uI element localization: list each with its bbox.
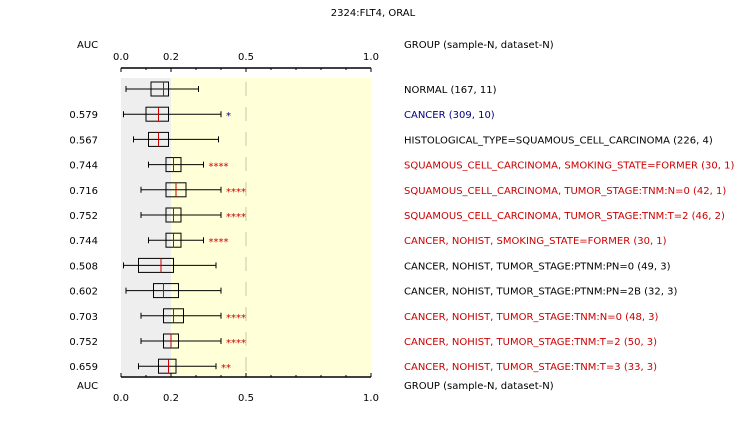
auc-value: 0.602 <box>69 287 98 298</box>
bottom-tick-label: 0.5 <box>238 393 254 404</box>
boxplot-row: NORMAL (167, 11) <box>125 81 497 97</box>
group-label: CANCER, NOHIST, TUMOR_STAGE:TNM:T=3 (33,… <box>404 362 657 373</box>
top-tick-label: 0.0 <box>113 52 129 63</box>
auc-value: 0.744 <box>69 236 98 247</box>
significance-stars: * <box>226 111 231 122</box>
auc-value: 0.703 <box>69 312 98 323</box>
group-label: CANCER, NOHIST, TUMOR_STAGE:PTNM:PN=2B (… <box>404 287 677 298</box>
group-label: SQUAMOUS_CELL_CARCINOMA, TUMOR_STAGE:TNM… <box>404 211 725 222</box>
x-axis-top: 0.0 0.2 0.5 1.0 <box>113 52 379 72</box>
bottom-tick-label: 0.2 <box>163 393 179 404</box>
x-axis-bottom: 0.0 0.2 0.5 1.0 <box>113 373 379 404</box>
group-header-bottom: GROUP (sample-N, dataset-N) <box>404 381 554 392</box>
auc-value: 0.752 <box>69 337 98 348</box>
boxplot-row: 0.579 * CANCER (309, 10) <box>69 106 495 122</box>
top-tick-label: 1.0 <box>363 52 379 63</box>
boxplot-row: 0.752 **** SQUAMOUS_CELL_CARCINOMA, TUMOR_… <box>69 207 725 223</box>
group-label: NORMAL (167, 11) <box>404 85 497 96</box>
boxplot-row: 0.744 **** SQUAMOUS_CELL_CARCINOMA, SMOKIN… <box>69 157 734 173</box>
auc-value: 0.567 <box>69 135 98 146</box>
significance-stars: **** <box>209 162 229 173</box>
group-label: CANCER, NOHIST, TUMOR_STAGE:PTNM:PN=0 (4… <box>404 261 671 272</box>
significance-stars: **** <box>226 187 246 198</box>
boxplot-row: 0.703 **** CANCER, NOHIST, TUMOR_STAGE:TNM… <box>69 308 659 324</box>
boxplot-row: 0.659 ** CANCER, NOHIST, TUMOR_STAGE:TNM:T… <box>69 358 657 374</box>
auc-header-top: AUC <box>77 40 98 51</box>
auc-value: 0.508 <box>69 261 98 272</box>
normal-zone-background <box>121 78 171 376</box>
significance-stars: ** <box>221 363 231 374</box>
auc-header-bottom: AUC <box>77 381 98 392</box>
bottom-tick-label: 1.0 <box>363 393 379 404</box>
chart-title: 2324:FLT4, ORAL <box>331 8 416 19</box>
auc-value: 0.716 <box>69 186 98 197</box>
auc-value: 0.752 <box>69 211 98 222</box>
iqr-box <box>150 81 169 97</box>
boxplot-rows: NORMAL (167, 11)0.579 * CANCER (309, 10)0.… <box>69 81 734 374</box>
auc-value: 0.659 <box>69 362 98 373</box>
group-label: CANCER, NOHIST, SMOKING_STATE=FORMER (30… <box>404 236 667 247</box>
group-label: CANCER, NOHIST, TUMOR_STAGE:TNM:N=0 (48,… <box>404 312 659 323</box>
boxplot-row: 0.752 **** CANCER, NOHIST, TUMOR_STAGE:TNM… <box>69 333 657 349</box>
boxplot-row: 0.602 CANCER, NOHIST, TUMOR_STAGE:PTNM:PN… <box>69 283 677 299</box>
group-label: CANCER, NOHIST, TUMOR_STAGE:TNM:T=2 (50,… <box>404 337 657 348</box>
group-label: SQUAMOUS_CELL_CARCINOMA, TUMOR_STAGE:TNM… <box>404 186 726 197</box>
top-tick-label: 0.2 <box>163 52 179 63</box>
auc-value: 0.579 <box>69 110 98 121</box>
significance-stars: **** <box>209 237 229 248</box>
iqr-box <box>158 358 177 374</box>
top-tick-label: 0.5 <box>238 52 254 63</box>
group-label: HISTOLOGICAL_TYPE=SQUAMOUS_CELL_CARCINOM… <box>404 135 713 146</box>
boxplot-row: 0.716 **** SQUAMOUS_CELL_CARCINOMA, TUMOR_… <box>69 182 726 198</box>
significance-stars: **** <box>226 313 246 324</box>
bottom-tick-label: 0.0 <box>113 393 129 404</box>
iqr-box <box>138 257 174 273</box>
significance-stars: **** <box>226 212 246 223</box>
group-header-top: GROUP (sample-N, dataset-N) <box>404 40 554 51</box>
auc-value: 0.744 <box>69 161 98 172</box>
boxplot-row: 0.508 CANCER, NOHIST, TUMOR_STAGE:PTNM:PN… <box>69 257 671 273</box>
highlight-zone-background <box>171 78 371 376</box>
group-label: CANCER (309, 10) <box>404 110 495 121</box>
boxplot-row: 0.567 HISTOLOGICAL_TYPE=SQUAMOUS_CELL_CAR… <box>69 131 713 147</box>
iqr-box <box>145 106 169 122</box>
significance-stars: **** <box>226 338 246 349</box>
iqr-box <box>153 283 179 299</box>
boxplot-row: 0.744 **** CANCER, NOHIST, SMOKING_STATE=F… <box>69 232 667 248</box>
group-label: SQUAMOUS_CELL_CARCINOMA, SMOKING_STATE=F… <box>404 161 734 172</box>
